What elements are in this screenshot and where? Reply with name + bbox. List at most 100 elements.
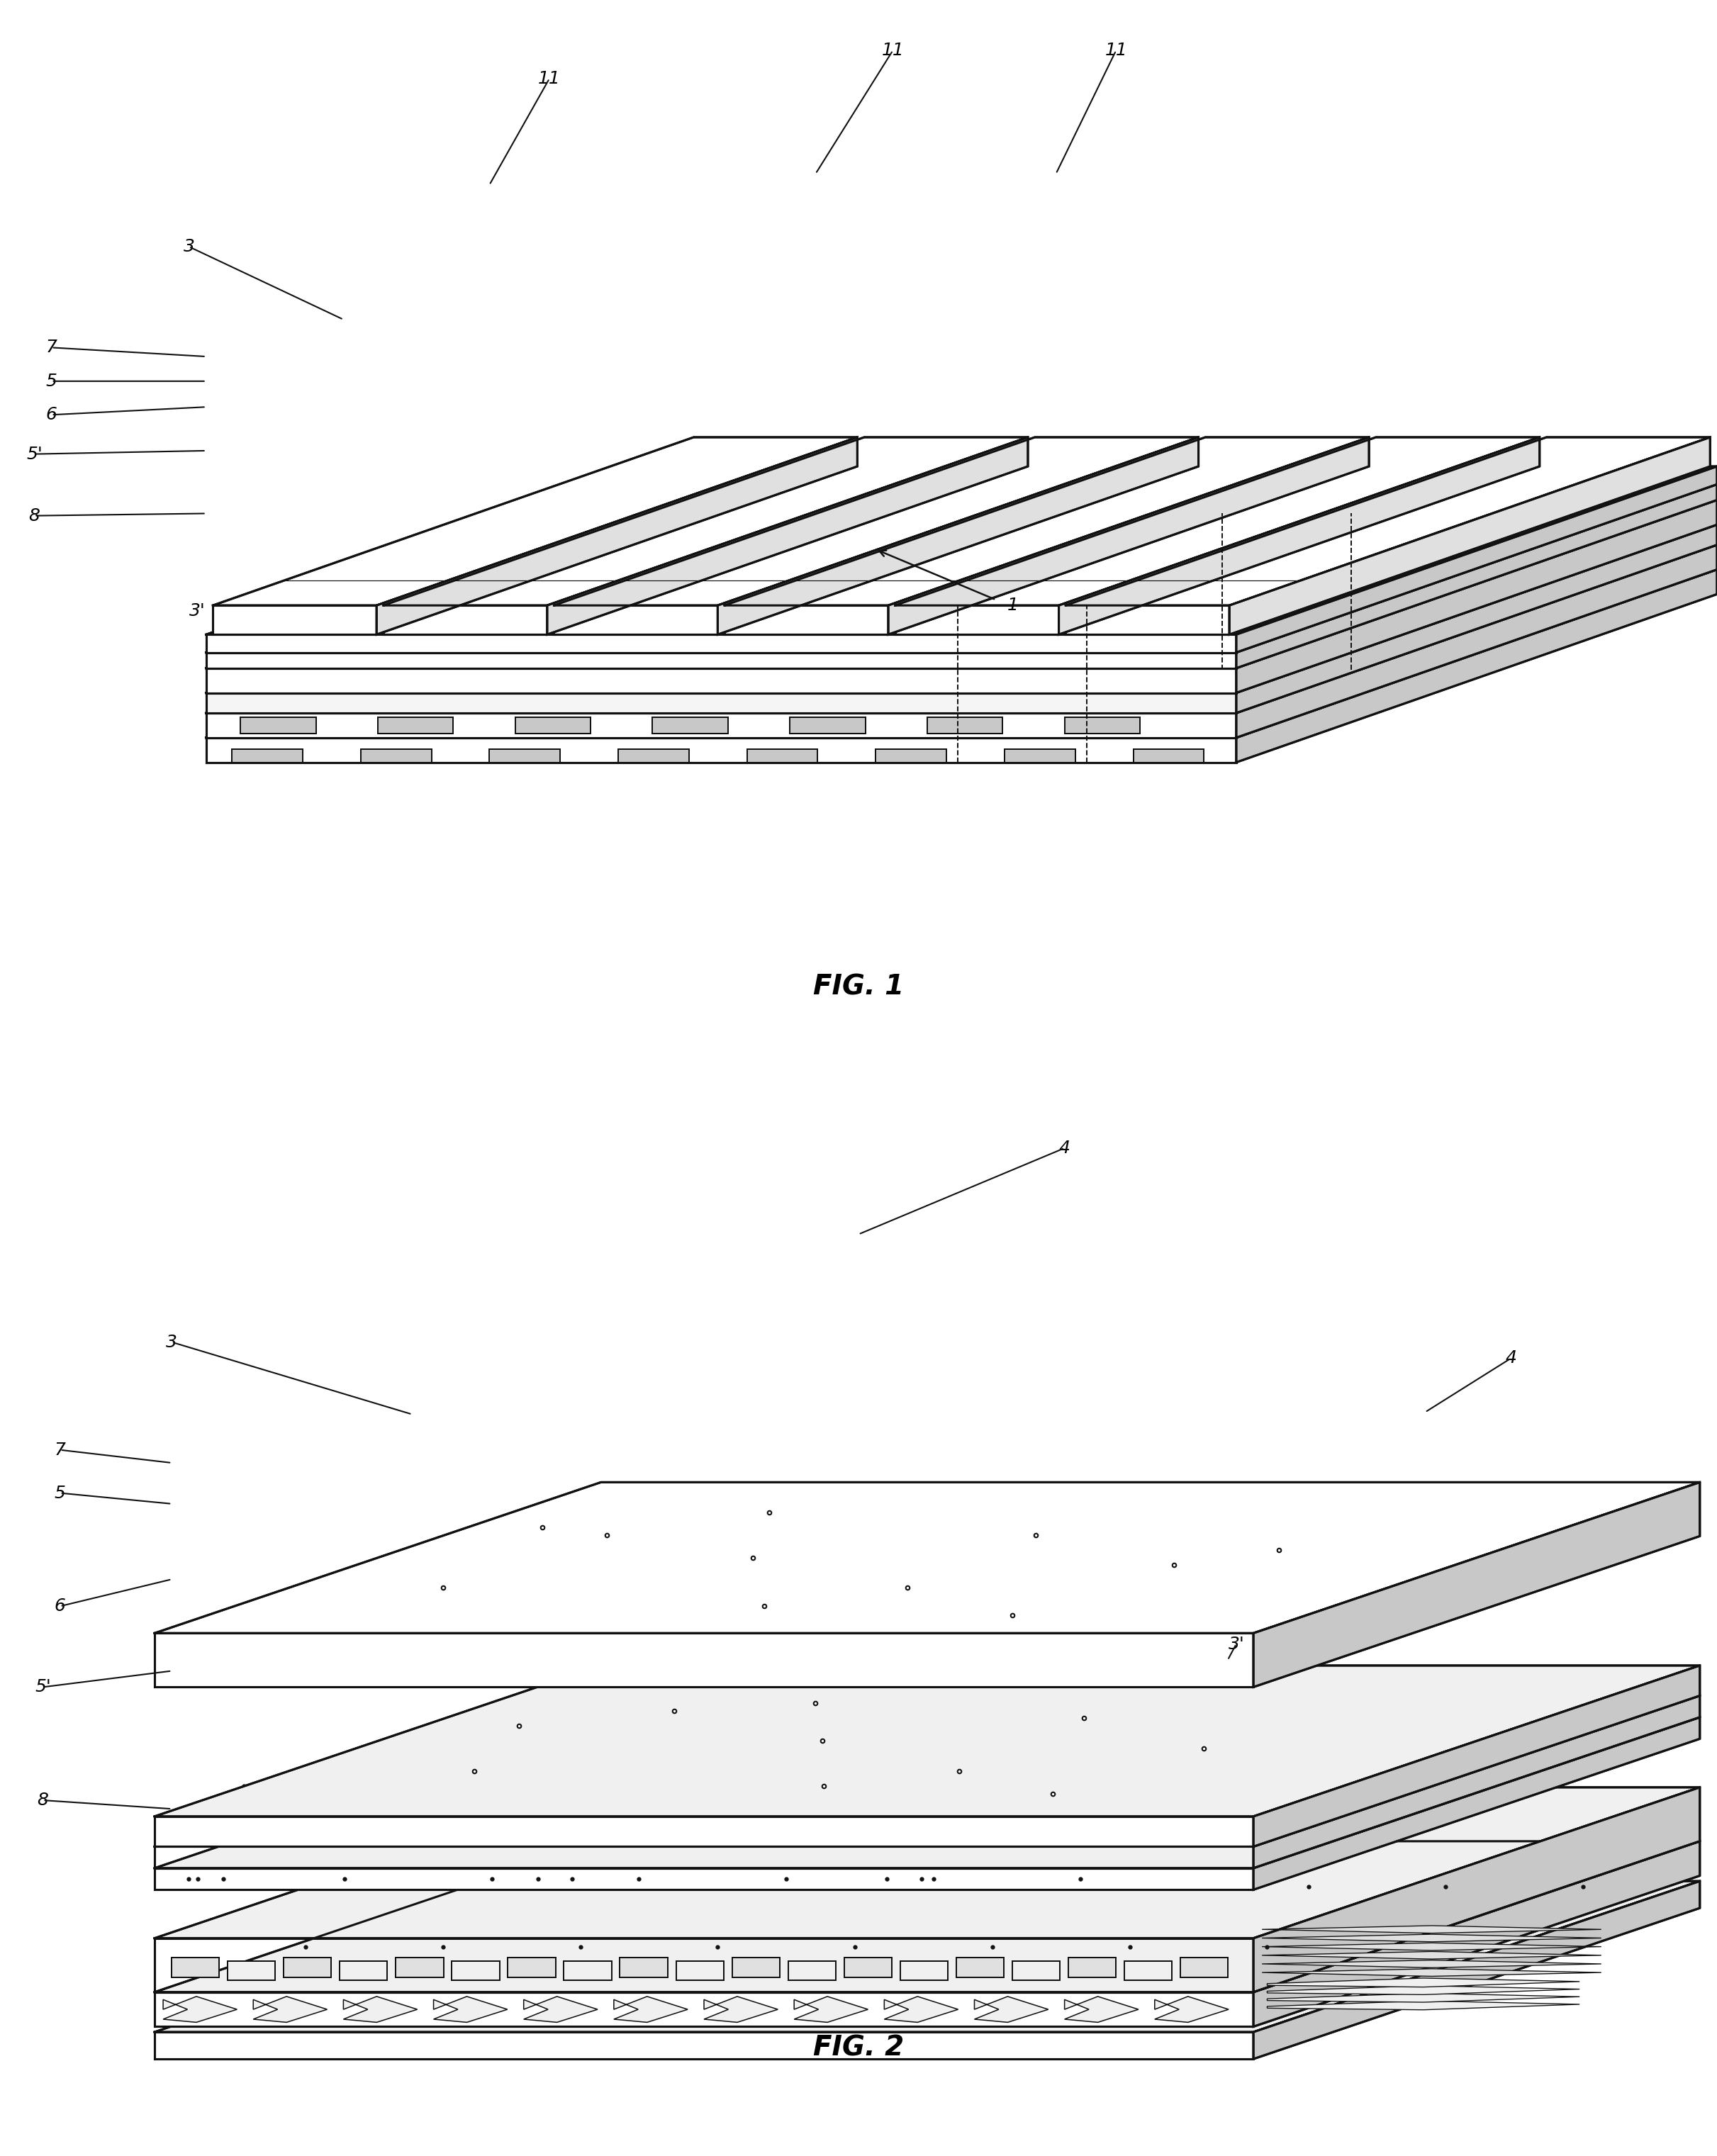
- Polygon shape: [845, 1958, 891, 1977]
- Polygon shape: [618, 748, 689, 763]
- Text: 1: 1: [1008, 597, 1018, 614]
- Text: 4: 4: [1506, 1350, 1516, 1367]
- Text: 3: 3: [184, 237, 194, 254]
- Polygon shape: [155, 1716, 1700, 1867]
- Polygon shape: [1262, 1951, 1602, 1960]
- Polygon shape: [524, 1996, 598, 2022]
- Polygon shape: [1011, 1962, 1059, 1979]
- Polygon shape: [515, 718, 591, 733]
- Polygon shape: [376, 438, 857, 634]
- Polygon shape: [1262, 1925, 1602, 1934]
- Polygon shape: [206, 545, 1717, 714]
- Polygon shape: [163, 1996, 237, 2022]
- Polygon shape: [1253, 1716, 1700, 1889]
- Polygon shape: [704, 1996, 778, 2022]
- Polygon shape: [555, 606, 718, 634]
- Polygon shape: [383, 438, 1028, 606]
- Polygon shape: [555, 438, 1198, 606]
- Polygon shape: [1267, 1986, 1580, 1994]
- Polygon shape: [155, 1867, 1253, 1889]
- Polygon shape: [155, 1880, 1700, 2031]
- Polygon shape: [452, 1962, 500, 1979]
- Polygon shape: [790, 718, 865, 733]
- Polygon shape: [1267, 1994, 1580, 2003]
- Polygon shape: [620, 1958, 668, 1977]
- Polygon shape: [1262, 1934, 1602, 1943]
- Polygon shape: [206, 485, 1717, 653]
- Polygon shape: [1065, 1996, 1138, 2022]
- Polygon shape: [155, 2031, 1253, 2059]
- Text: 11: 11: [881, 41, 905, 58]
- Polygon shape: [489, 748, 560, 763]
- Polygon shape: [206, 500, 1717, 668]
- Polygon shape: [652, 718, 728, 733]
- Polygon shape: [343, 1996, 417, 2022]
- Text: FIG. 2: FIG. 2: [814, 2035, 903, 2061]
- Text: 5: 5: [55, 1485, 65, 1501]
- Polygon shape: [1004, 748, 1075, 763]
- Polygon shape: [155, 1992, 1253, 2027]
- Polygon shape: [283, 1958, 331, 1977]
- Polygon shape: [155, 1815, 1253, 1846]
- Text: 6: 6: [55, 1598, 65, 1615]
- Polygon shape: [1236, 545, 1717, 737]
- Polygon shape: [1066, 606, 1229, 634]
- Polygon shape: [900, 1962, 948, 1979]
- Polygon shape: [1253, 1841, 1700, 2027]
- Polygon shape: [206, 714, 1236, 737]
- Polygon shape: [240, 718, 316, 733]
- Text: 3': 3': [189, 602, 206, 619]
- Polygon shape: [1236, 500, 1717, 692]
- Polygon shape: [1236, 485, 1717, 668]
- Polygon shape: [725, 606, 888, 634]
- Polygon shape: [213, 438, 857, 606]
- Polygon shape: [1125, 1962, 1171, 1979]
- Polygon shape: [1156, 1996, 1229, 2022]
- Polygon shape: [206, 668, 1236, 692]
- Polygon shape: [340, 1962, 388, 1979]
- Text: 3: 3: [167, 1335, 177, 1350]
- Text: 5': 5': [34, 1680, 52, 1695]
- Text: 7: 7: [46, 338, 57, 356]
- Polygon shape: [172, 1958, 220, 1977]
- Polygon shape: [228, 1962, 275, 1979]
- Polygon shape: [788, 1962, 836, 1979]
- Polygon shape: [1066, 438, 1710, 606]
- Polygon shape: [676, 1962, 723, 1979]
- Polygon shape: [206, 569, 1717, 737]
- Polygon shape: [563, 1962, 611, 1979]
- Text: 5: 5: [46, 373, 57, 390]
- Polygon shape: [795, 1996, 869, 2022]
- Polygon shape: [155, 1664, 1700, 1815]
- Polygon shape: [1059, 438, 1540, 634]
- Text: 7: 7: [55, 1442, 65, 1457]
- Polygon shape: [1180, 1958, 1228, 1977]
- Polygon shape: [508, 1958, 556, 1977]
- Polygon shape: [383, 606, 548, 634]
- Polygon shape: [876, 748, 946, 763]
- Text: 6: 6: [46, 405, 57, 423]
- Text: 5': 5': [26, 446, 43, 464]
- Polygon shape: [1229, 438, 1710, 634]
- Polygon shape: [206, 692, 1236, 714]
- Polygon shape: [361, 748, 431, 763]
- Polygon shape: [397, 1958, 443, 1977]
- Text: FIG. 1: FIG. 1: [814, 972, 903, 1000]
- Polygon shape: [1262, 1943, 1602, 1951]
- Polygon shape: [206, 524, 1717, 692]
- Polygon shape: [206, 653, 1236, 668]
- Polygon shape: [1253, 1483, 1700, 1686]
- Polygon shape: [975, 1996, 1049, 2022]
- Polygon shape: [895, 438, 1540, 606]
- Polygon shape: [206, 737, 1236, 763]
- Polygon shape: [1236, 569, 1717, 763]
- Polygon shape: [1267, 1977, 1580, 1988]
- Polygon shape: [1253, 1880, 1700, 2059]
- Polygon shape: [155, 1846, 1253, 1867]
- Polygon shape: [155, 1634, 1253, 1686]
- Polygon shape: [725, 438, 1368, 606]
- Polygon shape: [1253, 1695, 1700, 1867]
- Polygon shape: [1262, 1960, 1602, 1968]
- Polygon shape: [155, 1841, 1700, 1992]
- Text: 11: 11: [1104, 41, 1128, 58]
